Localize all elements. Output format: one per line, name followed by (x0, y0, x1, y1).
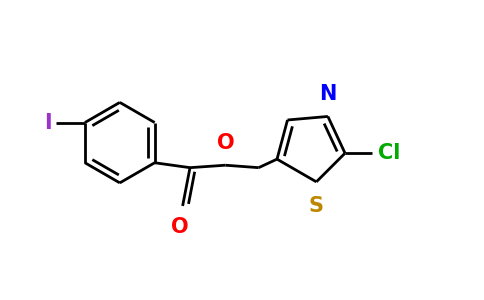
Text: S: S (309, 196, 324, 216)
Text: Cl: Cl (378, 143, 400, 163)
Text: O: O (216, 133, 234, 153)
Text: N: N (319, 84, 336, 104)
Text: I: I (44, 112, 52, 133)
Text: O: O (171, 217, 189, 237)
